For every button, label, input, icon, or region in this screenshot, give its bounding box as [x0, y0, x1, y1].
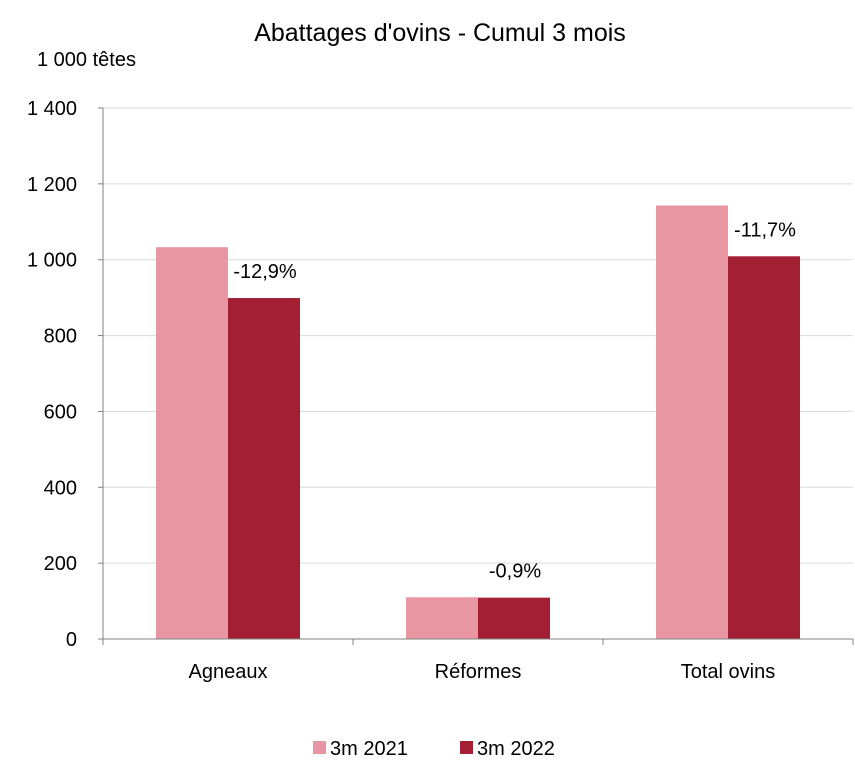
bar-3m-2022-agneaux — [228, 298, 300, 639]
data-label: -11,7% — [734, 219, 796, 241]
x-tick-label: Total ovins — [681, 661, 776, 683]
y-tick-label: 1 400 — [27, 98, 77, 120]
legend-swatch — [460, 741, 473, 754]
data-label: -0,9% — [489, 561, 541, 583]
y-tick-label: 600 — [44, 401, 77, 423]
data-labels: -12,9% -0,9% -11,7% — [233, 219, 796, 582]
bar-3m-2022-réformes — [478, 597, 550, 639]
legend: 3m 2021 3m 2022 — [313, 738, 555, 760]
data-label: -12,9% — [233, 261, 297, 283]
legend-label: 3m 2021 — [330, 738, 408, 760]
bar-3m-2021-total-ovins — [656, 205, 728, 639]
bar-3m-2021-agneaux — [156, 247, 228, 639]
x-tick-label: Agneaux — [189, 661, 268, 683]
bar-3m-2022-total-ovins — [728, 256, 800, 639]
bars — [156, 205, 800, 639]
y-axis-unit-label: 1 000 têtes — [37, 49, 136, 71]
bar-3m-2021-réformes — [406, 597, 478, 639]
x-tick-label: Réformes — [435, 661, 522, 683]
chart-title: Abattages d'ovins - Cumul 3 mois — [254, 19, 626, 47]
y-tick-labels: 0 200 400 600 800 1 000 1 200 1 400 — [27, 98, 77, 651]
y-tick-label: 800 — [44, 326, 77, 348]
x-tick-labels: Agneaux Réformes Total ovins — [189, 661, 776, 683]
y-tick-label: 1 200 — [27, 174, 77, 196]
y-tick-label: 1 000 — [27, 250, 77, 272]
legend-swatch — [313, 741, 326, 754]
y-tick-label: 0 — [66, 629, 77, 651]
legend-label: 3m 2022 — [477, 738, 555, 760]
y-tick-label: 200 — [44, 553, 77, 575]
y-tick-label: 400 — [44, 477, 77, 499]
axes — [98, 107, 854, 645]
